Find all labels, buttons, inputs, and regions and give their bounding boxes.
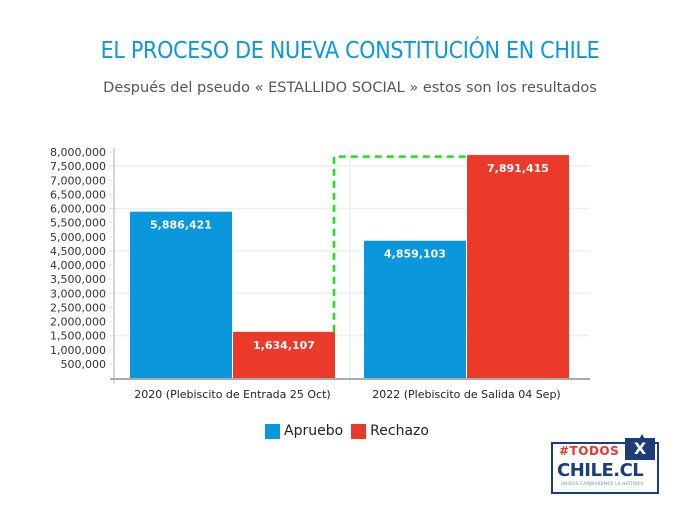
y-tick-label: 6,000,000 bbox=[50, 203, 106, 216]
legend-label-rechazo: Rechazo bbox=[370, 423, 429, 439]
y-tick-label: 7,500,000 bbox=[50, 160, 106, 173]
data-label: 7,891,415 bbox=[487, 162, 549, 175]
x-tick-label: 2020 (Plebiscito de Entrada 25 Oct) bbox=[134, 388, 330, 401]
y-tick-label: 5,500,000 bbox=[50, 217, 106, 230]
todos-x-chile-logo: #TODOS X CHILE.CL UNIDOS CAMBIAREMOS LA … bbox=[551, 434, 659, 494]
y-tick-label: 3,000,000 bbox=[50, 287, 106, 300]
legend: Apruebo Rechazo bbox=[265, 423, 437, 439]
legend-swatch-apruebo bbox=[265, 423, 280, 439]
y-tick-label: 4,000,000 bbox=[50, 259, 106, 272]
data-label: 4,859,103 bbox=[384, 248, 446, 261]
bar-apruebo-0[interactable] bbox=[130, 211, 232, 378]
y-tick-label: 2,500,000 bbox=[50, 301, 106, 314]
y-tick-label: 4,500,000 bbox=[50, 245, 106, 258]
chart-title: EL PROCESO DE NUEVA CONSTITUCIÓN EN CHIL… bbox=[100, 38, 600, 64]
y-tick-label: 3,500,000 bbox=[50, 273, 106, 286]
bar-rechazo-0[interactable] bbox=[233, 331, 335, 378]
legend-item-apruebo[interactable]: Apruebo bbox=[265, 423, 343, 439]
bar-apruebo-1[interactable] bbox=[364, 240, 466, 378]
legend-label-apruebo: Apruebo bbox=[284, 423, 344, 439]
data-label: 1,634,107 bbox=[253, 339, 315, 352]
y-tick-label: 8,000,000 bbox=[50, 146, 106, 159]
y-tick-label: 1,500,000 bbox=[50, 330, 106, 343]
bars: 5,886,421 1,634,107 4,859,103 7,891,415 bbox=[130, 155, 569, 378]
y-tick-label: 2,000,000 bbox=[50, 316, 106, 329]
logo-name: CHILE.CL bbox=[557, 460, 644, 481]
logo-tagline: UNIDOS CAMBIAREMOS LA HISTORIA bbox=[561, 481, 644, 486]
x-tick-label: 2022 (Plebiscito de Salida 04 Sep) bbox=[372, 388, 560, 401]
x-axis: 2020 (Plebiscito de Entrada 25 Oct) 2022 … bbox=[110, 378, 590, 401]
logo-x-mark: X bbox=[625, 438, 655, 460]
legend-swatch-rechazo bbox=[351, 423, 367, 439]
logo-hashtag: #TODOS bbox=[559, 444, 620, 458]
y-tick-label: 6,500,000 bbox=[50, 188, 106, 201]
chart-subtitle: Después del pseudo « ESTALLIDO SOCIAL » … bbox=[103, 80, 597, 96]
data-label: 5,886,421 bbox=[150, 219, 212, 232]
y-tick-label: 1,000,000 bbox=[50, 344, 106, 357]
y-tick-label: 500,000 bbox=[61, 358, 107, 371]
y-tick-label: 7,000,000 bbox=[50, 174, 106, 187]
bar-rechazo-1[interactable] bbox=[467, 155, 569, 378]
legend-item-rechazo[interactable]: Rechazo bbox=[351, 423, 429, 439]
y-tick-label: 5,000,000 bbox=[50, 231, 106, 244]
